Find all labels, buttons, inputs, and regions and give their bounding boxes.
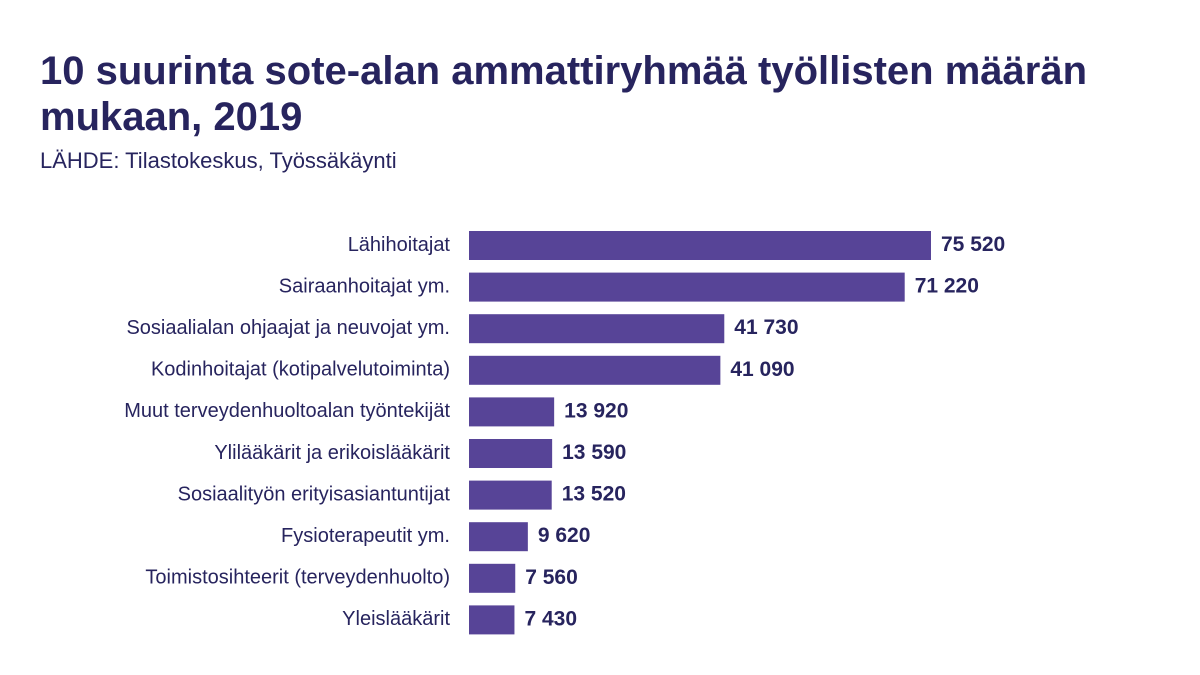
bar: [469, 314, 725, 344]
category-label: Sosiaalialan ohjaajat ja neuvojat ym.: [126, 317, 450, 339]
bar: [469, 231, 931, 260]
category-label: Muut terveydenhuoltoalan työntekijät: [124, 400, 450, 422]
category-label: Sairaanhoitajat ym.: [279, 275, 450, 297]
bar: [469, 439, 553, 468]
value-label: 41 090: [730, 358, 794, 381]
value-label: 13 920: [564, 399, 628, 422]
bar: [469, 355, 721, 385]
bar: [469, 522, 528, 552]
value-label: 9 620: [538, 524, 591, 547]
value-label: 7 560: [525, 566, 578, 589]
category-label: Kodinhoitajat (kotipalvelutoiminta): [151, 359, 450, 381]
value-label: 13 590: [562, 441, 626, 464]
value-label: 7 430: [524, 607, 577, 630]
bar: [469, 272, 905, 302]
bar: [469, 563, 516, 593]
category-label: Sosiaalityön erityisasiantuntijat: [178, 483, 451, 505]
value-label: 75 520: [941, 233, 1005, 256]
value-label: 41 730: [734, 316, 798, 339]
category-label: Toimistosihteerit (terveydenhuolto): [145, 567, 450, 589]
category-label: Lähihoitajat: [348, 234, 451, 256]
chart-title: 10 suurinta sote-alan ammattiryhmää työl…: [40, 49, 1088, 139]
value-label: 13 520: [562, 483, 626, 506]
category-label: Fysioterapeutit ym.: [281, 525, 450, 547]
bar: [469, 605, 515, 635]
category-label: Yleislääkärit: [342, 608, 450, 630]
value-label: 71 220: [915, 275, 979, 298]
bar: [469, 397, 555, 427]
bar: [469, 480, 552, 510]
chart-subtitle: LÄHDE: Tilastokeskus, Työssäkäynti: [40, 148, 397, 173]
category-label: Ylilääkärit ja erikoislääkärit: [214, 442, 450, 464]
